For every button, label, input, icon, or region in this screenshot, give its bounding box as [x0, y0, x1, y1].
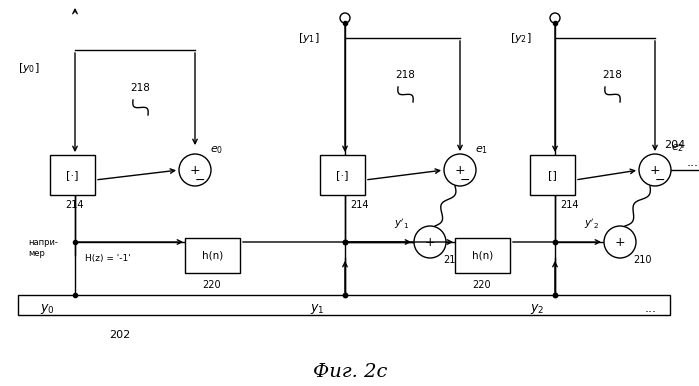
- Circle shape: [414, 226, 446, 258]
- Text: +: +: [189, 164, 201, 176]
- Text: 202: 202: [109, 330, 131, 340]
- Text: $e_0$: $e_0$: [210, 144, 224, 156]
- Text: 214: 214: [66, 200, 85, 210]
- Circle shape: [604, 226, 636, 258]
- Text: −: −: [655, 173, 665, 186]
- Text: $e_1$: $e_1$: [475, 144, 489, 156]
- Circle shape: [179, 154, 211, 186]
- Text: Фиг. 2с: Фиг. 2с: [313, 363, 387, 381]
- Circle shape: [340, 13, 350, 23]
- Bar: [455, 238, 510, 273]
- Text: +: +: [649, 164, 661, 176]
- Text: $[y_2]$: $[y_2]$: [510, 31, 532, 45]
- Circle shape: [444, 154, 476, 186]
- Text: $[y_0]$: $[y_0]$: [18, 61, 40, 75]
- Text: $y_0$: $y_0$: [40, 302, 55, 316]
- Text: −: −: [195, 173, 206, 186]
- Bar: [185, 238, 240, 273]
- Bar: [50, 155, 95, 195]
- Text: [·]: [·]: [336, 170, 349, 180]
- Text: напри-
мер: напри- мер: [28, 238, 58, 258]
- Text: 218: 218: [602, 70, 622, 80]
- Text: $y_1$: $y_1$: [310, 302, 324, 316]
- Text: 210: 210: [633, 255, 651, 265]
- Text: 218: 218: [130, 83, 150, 93]
- Text: 204: 204: [664, 140, 685, 150]
- Text: −: −: [460, 173, 470, 186]
- Bar: [530, 155, 575, 195]
- Text: 220: 220: [473, 280, 491, 290]
- Bar: [18, 295, 670, 315]
- Text: $e_2$: $e_2$: [670, 142, 684, 154]
- Text: 210: 210: [442, 255, 461, 265]
- Text: 214: 214: [560, 200, 579, 210]
- Text: 220: 220: [203, 280, 222, 290]
- Text: ...: ...: [645, 303, 657, 315]
- Bar: [320, 155, 365, 195]
- Text: 214: 214: [350, 200, 368, 210]
- Text: h(n): h(n): [202, 251, 223, 261]
- Text: 218: 218: [395, 70, 415, 80]
- Text: h(n): h(n): [472, 251, 493, 261]
- Circle shape: [639, 154, 671, 186]
- Text: $[y_1]$: $[y_1]$: [298, 31, 319, 45]
- Text: +: +: [454, 164, 466, 176]
- Circle shape: [550, 13, 560, 23]
- Text: +: +: [614, 235, 626, 249]
- Text: $y'_1$: $y'_1$: [394, 217, 410, 231]
- Text: ...: ...: [687, 156, 699, 169]
- Text: $y_2$: $y_2$: [530, 302, 545, 316]
- Text: [·]: [·]: [66, 170, 79, 180]
- Text: $y'_2$: $y'_2$: [584, 217, 600, 231]
- Text: +: +: [425, 235, 435, 249]
- Text: H(z) = '-1': H(z) = '-1': [85, 254, 131, 262]
- Text: []: []: [548, 170, 557, 180]
